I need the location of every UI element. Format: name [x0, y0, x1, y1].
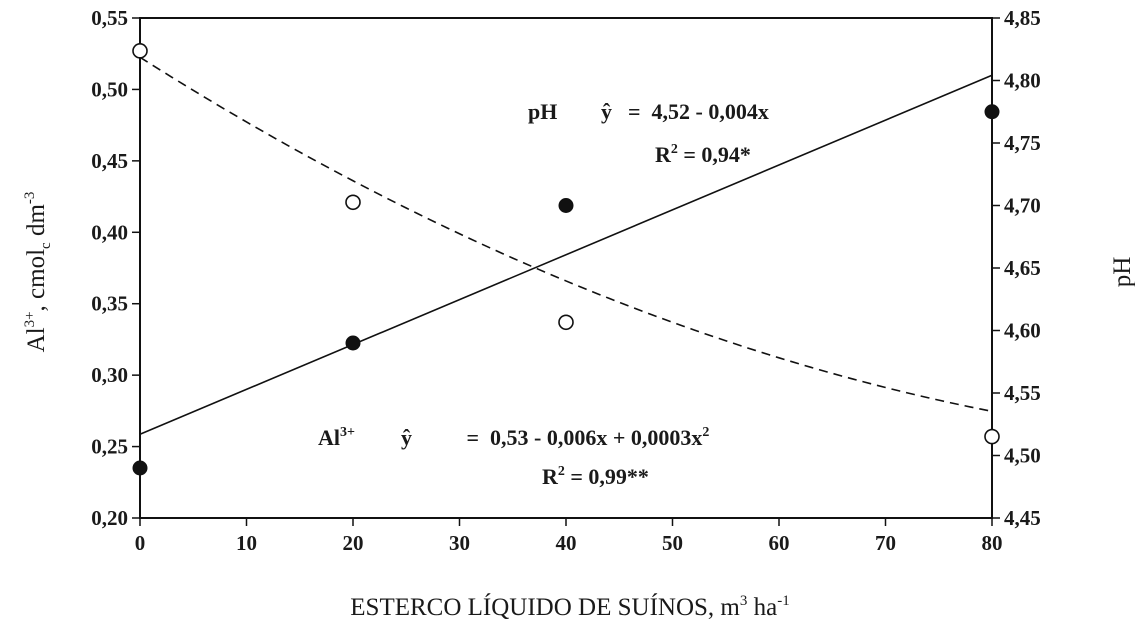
ph-equation-label: pH [528, 99, 557, 124]
y-right-tick-label: 4,55 [1004, 381, 1041, 405]
x-tick-label: 0 [135, 531, 146, 555]
y-right-tick-label: 4,70 [1004, 194, 1041, 218]
ph-equation-expression: = 4,52 - 0,004x [628, 99, 769, 124]
al-data-point [558, 314, 574, 331]
x-tick-label: 60 [769, 531, 790, 555]
al-equation-label: Al3+ [318, 425, 355, 450]
x-tick-label: 10 [236, 531, 257, 555]
y-axis-right-label: pH [1109, 257, 1135, 288]
y-axis-left-label: Al3+, cmolc dm-3 [22, 192, 54, 353]
svg-text:pH: pH [528, 99, 557, 124]
x-axis-label: ESTERCO LÍQUIDO DE SUÍNOS, m3 ha-1 [350, 593, 789, 621]
x-tick-label: 20 [343, 531, 364, 555]
y-right-tick-label: 4,80 [1004, 69, 1041, 93]
y-right-tick-label: 4,65 [1004, 256, 1041, 280]
x-tick-label: 70 [875, 531, 896, 555]
ph-equation-yhat: ŷ [601, 99, 612, 124]
ph-data-point [984, 104, 1000, 120]
y-left-tick-label: 0,55 [91, 6, 128, 30]
ph-data-point [558, 198, 574, 213]
ph-fit-line [139, 74, 993, 435]
x-tick-label: 50 [662, 531, 683, 555]
al-data-point [132, 43, 148, 59]
y-right-tick-label: 4,85 [1004, 6, 1041, 30]
al-equation: Al3+ ŷ = 0,53 - 0,006x + 0,0003x2 R2 = 0… [318, 416, 737, 489]
al-data-point [345, 194, 361, 211]
ph-data-point [132, 460, 148, 476]
series-layer [132, 43, 1000, 476]
y-left-tick-label: 0,45 [91, 149, 128, 173]
al-data-point [984, 428, 1000, 445]
y-left-tick-label: 0,20 [91, 506, 128, 530]
y-left-tick-label: 0,25 [91, 435, 128, 459]
ph-data-point [345, 335, 361, 351]
al-r2: R2 = 0,99** [542, 464, 649, 489]
axes-layer: 0 10 20 30 40 50 60 70 80 0,20 0,25 0,30 0,35 0,40 0,4… [91, 6, 1041, 555]
al-equation-expression: = 0,53 - 0,006x + 0,0003x2 [428, 416, 737, 450]
al-equation-yhat: ŷ [401, 425, 412, 450]
y-left-tick-label: 0,50 [91, 77, 128, 101]
al-fit-curve [139, 56, 993, 413]
y-left-tick-label: 0,30 [91, 363, 128, 387]
x-tick-label: 40 [556, 531, 577, 555]
y-left-tick-label: 0,35 [91, 292, 128, 316]
y-left-tick-label: 0,40 [91, 220, 128, 244]
ph-equation: pH ŷ = 4,52 - 0,004x R2 = 0,94* [528, 99, 769, 167]
x-tick-label: 80 [982, 531, 1003, 555]
y-right-tick-label: 4,50 [1004, 444, 1041, 468]
x-tick-label: 30 [449, 531, 470, 555]
y-right-tick-label: 4,60 [1004, 319, 1041, 343]
y-right-tick-label: 4,75 [1004, 131, 1041, 155]
y-right-tick-label: 4,45 [1004, 506, 1041, 530]
ph-r2: R2 = 0,94* [655, 142, 751, 167]
